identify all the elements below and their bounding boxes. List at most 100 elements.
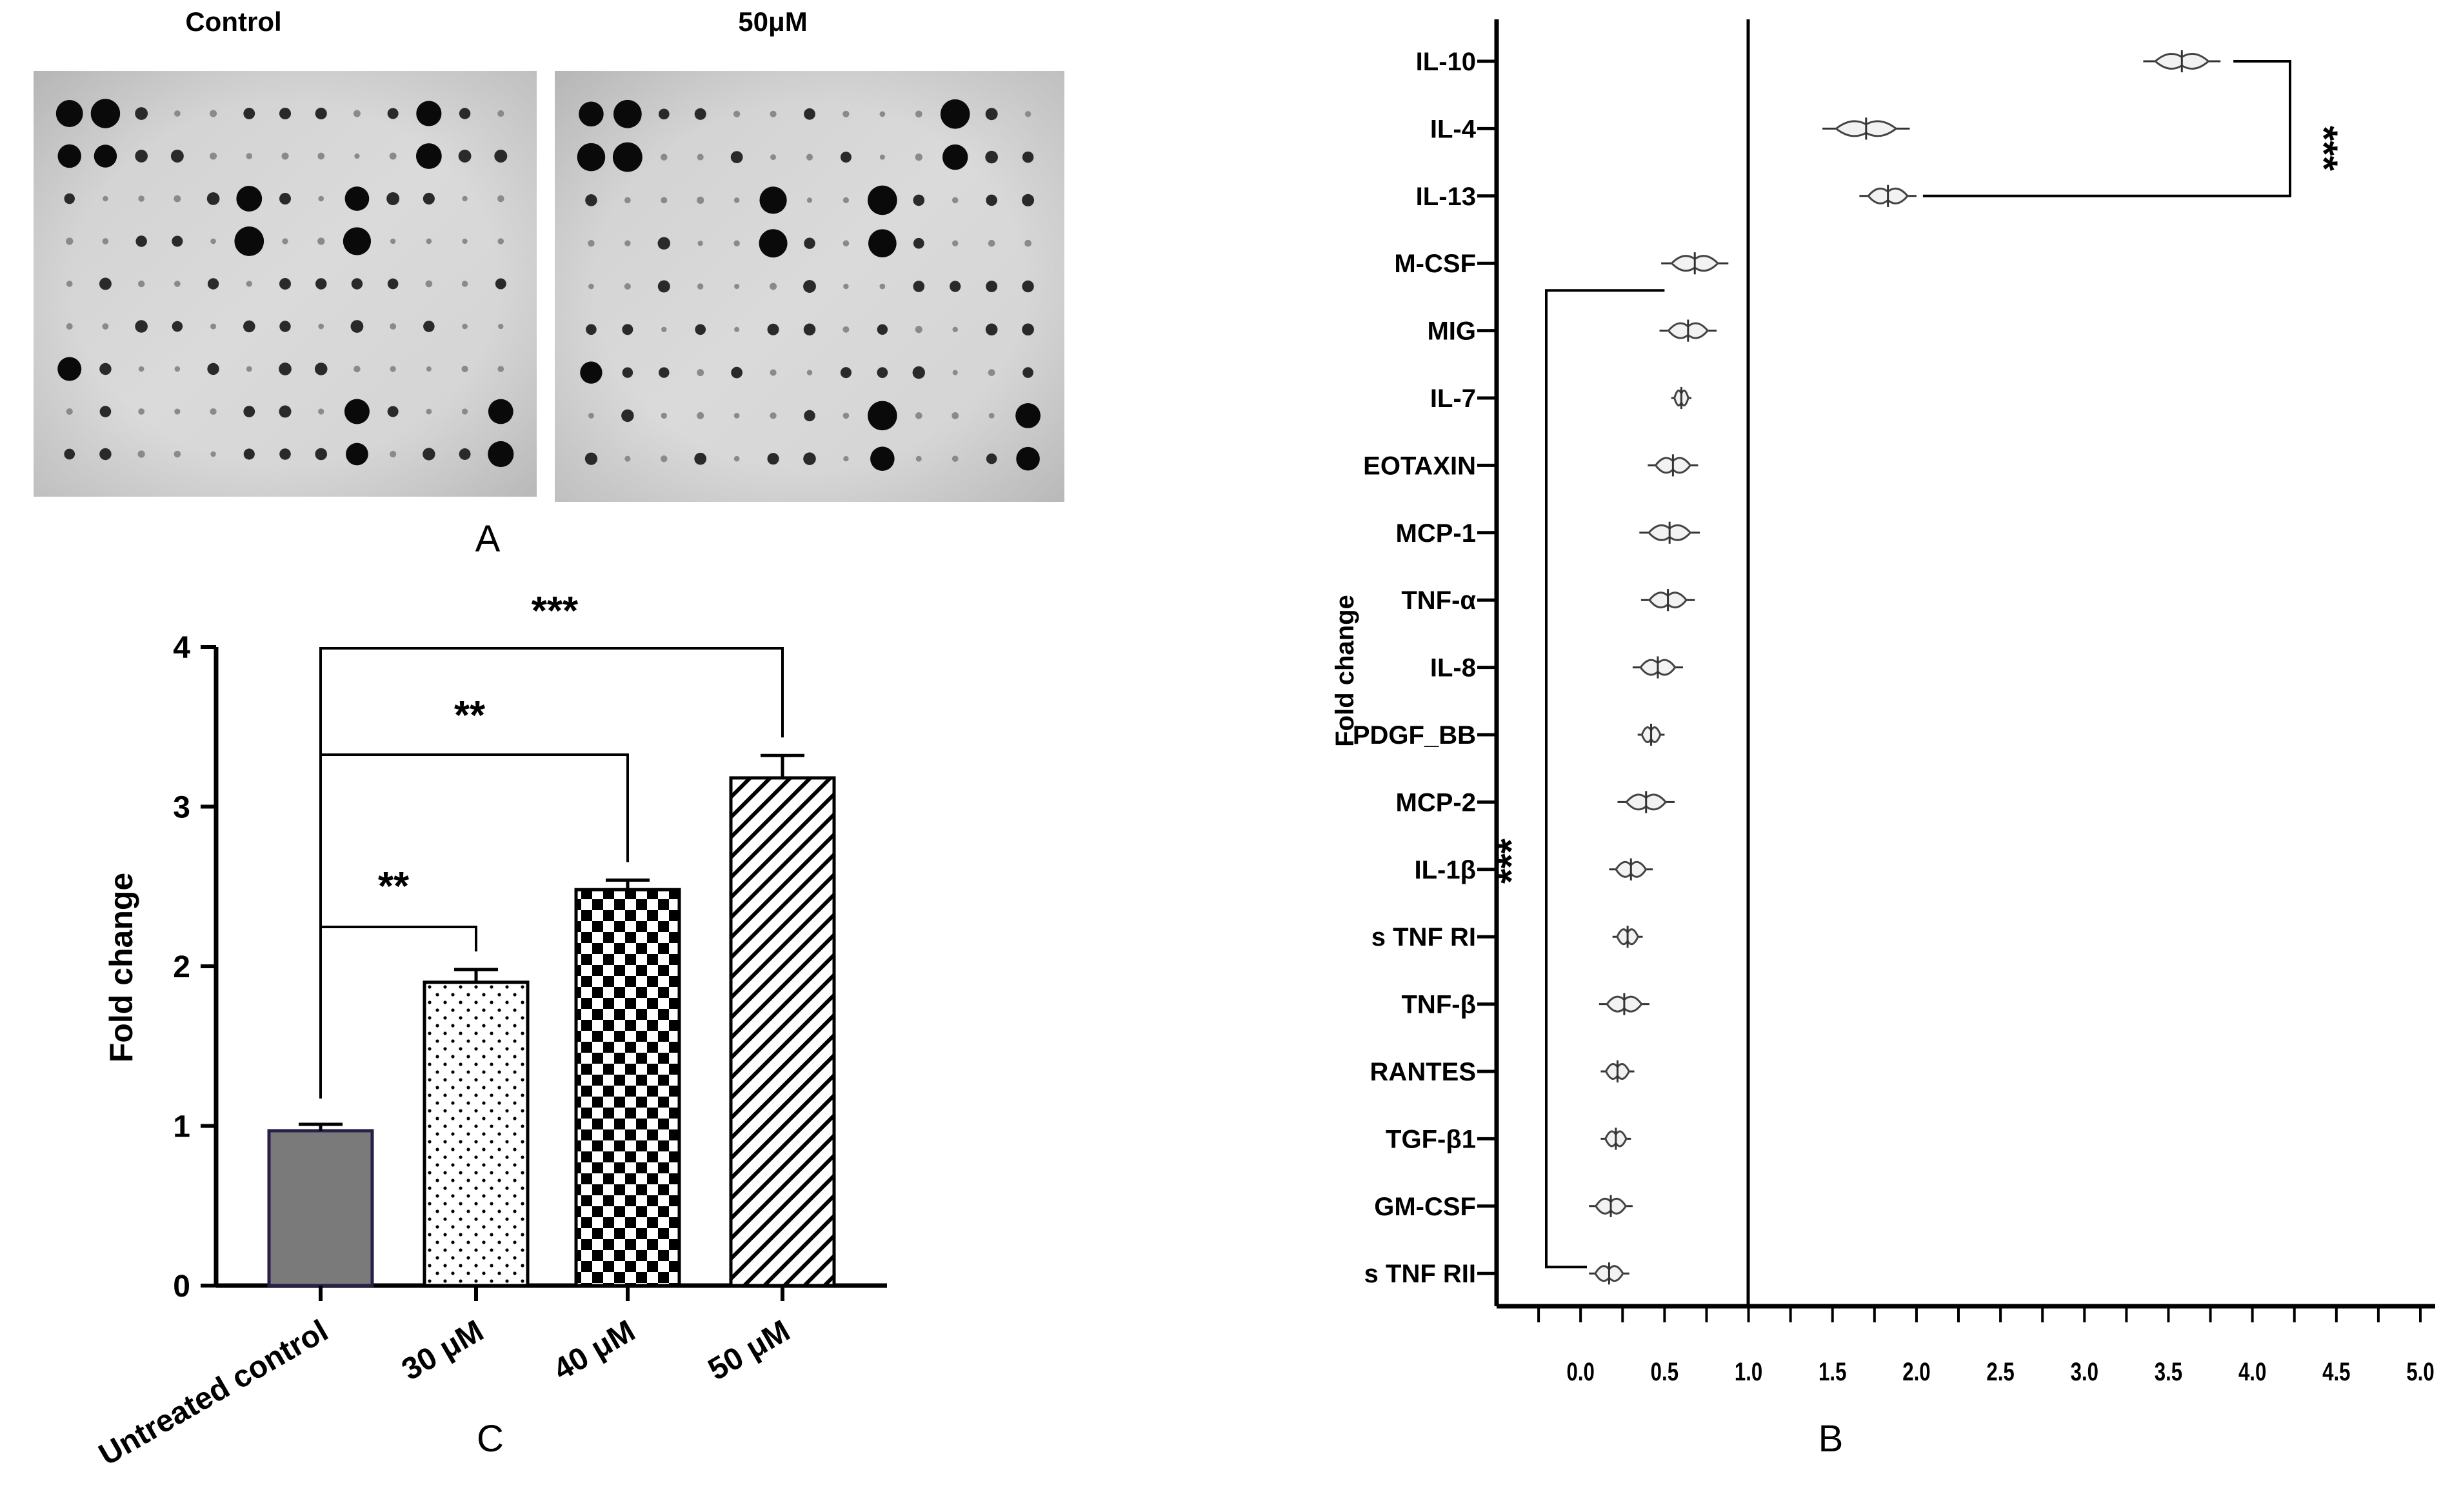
- treated-blot-spot: [661, 412, 667, 419]
- plot-b-category-label: IL-1β: [1414, 856, 1476, 884]
- treated-blot-spot: [1022, 280, 1034, 293]
- control-blot-spot: [318, 408, 324, 415]
- control-blot-spot: [207, 363, 219, 375]
- control-blot-spot: [236, 186, 263, 212]
- treated-blot-spot: [613, 99, 642, 128]
- treated-blot-spot: [697, 369, 704, 377]
- control-blot-spot: [174, 366, 181, 372]
- treated-blot-spot: [770, 412, 777, 419]
- treated-blot-spot: [585, 194, 597, 206]
- significance-label: ***: [532, 589, 579, 633]
- treated-blot-spot: [870, 446, 895, 471]
- control-blot-spot: [64, 193, 75, 204]
- treated-blot-spot: [658, 108, 670, 120]
- plot-b-x-tick-label: 1.5: [1818, 1357, 1846, 1386]
- treated-blot-spot: [733, 110, 741, 117]
- treated-blot-spot: [621, 409, 634, 423]
- control-blot-spot: [210, 110, 217, 117]
- panel-a-blots: Control 50μM A: [34, 6, 1064, 560]
- treated-blot-spot: [661, 197, 668, 204]
- treated-blot-spot: [913, 281, 925, 292]
- treated-blot-spot: [913, 194, 925, 206]
- control-blot-spot: [174, 195, 181, 203]
- control-blot-spot: [390, 450, 397, 458]
- panel-letter-b: B: [1818, 1418, 1844, 1460]
- treated-blot-spot: [612, 142, 643, 172]
- control-blot-spot: [172, 235, 183, 247]
- control-blot-spot: [317, 237, 325, 245]
- control-blot-spot: [387, 406, 399, 417]
- treated-blot-spot: [697, 283, 704, 290]
- control-blot-spot: [99, 448, 112, 461]
- control-blot-spot: [90, 99, 121, 128]
- treated-blot-spot: [624, 197, 631, 204]
- treated-blot-spot: [1022, 323, 1034, 336]
- treated-blot-spot: [767, 453, 779, 465]
- control-blot-spot: [174, 450, 181, 458]
- treated-blot-spot: [879, 154, 885, 160]
- control-blot-spot: [390, 323, 397, 330]
- plot-b-category-label: EOTAXIN: [1363, 452, 1476, 480]
- treated-blot-spot: [840, 152, 852, 163]
- bar-chart-category-label: Untreated control: [94, 1314, 334, 1473]
- treated-blot-spot: [1024, 239, 1031, 247]
- treated-blot-spot: [868, 401, 897, 431]
- treated-blot-spot: [804, 108, 815, 120]
- treated-blot-spot: [803, 452, 816, 465]
- control-blot-spot: [57, 144, 81, 168]
- treated-blot-spot: [952, 370, 958, 375]
- treated-blot-spot: [951, 455, 959, 463]
- treated-blot-spot: [942, 144, 968, 170]
- bar-chart-category-label: 40 μM: [548, 1314, 641, 1388]
- treated-blot-spot: [624, 455, 631, 462]
- control-blot-spot: [462, 323, 468, 330]
- control-blot-spot: [66, 281, 73, 287]
- control-blot-spot: [210, 152, 217, 160]
- bar-chart-category-label: 50 μM: [702, 1314, 795, 1388]
- control-blot-spot: [279, 192, 292, 205]
- control-blot-spot: [462, 195, 468, 202]
- treated-blot-spot: [588, 412, 594, 419]
- plot-b-category-label: TGF-β1: [1386, 1125, 1476, 1153]
- treated-blot-spot: [868, 185, 897, 215]
- bar-chart-y-tick-label: 0: [173, 1269, 190, 1304]
- control-blot-spot: [207, 278, 219, 290]
- plot-b-significance-bracket: [1545, 289, 1665, 1269]
- control-blot-spot: [317, 152, 325, 160]
- control-blot-spot: [389, 152, 397, 160]
- control-blot-spot: [99, 277, 112, 290]
- treated-blot-spot: [659, 367, 670, 378]
- control-blot-spot: [344, 399, 370, 424]
- control-blot-spot: [210, 451, 216, 457]
- control-blot-spot: [94, 144, 117, 168]
- treated-blot-spot: [842, 110, 850, 117]
- control-blot-spot: [137, 280, 145, 288]
- control-blot-spot: [64, 448, 75, 460]
- control-blot-spot: [279, 363, 292, 375]
- treated-blot-spot: [915, 326, 922, 333]
- treated-blot-spot: [580, 361, 603, 384]
- plot-b-category-label: PDGF_BB: [1353, 721, 1476, 750]
- plot-b-significance-bracket: [1922, 60, 2291, 197]
- treated-blot-spot: [842, 326, 850, 333]
- control-blot-spot: [103, 195, 108, 202]
- treated-blot-spot: [985, 323, 998, 336]
- treated-blot-spot: [988, 369, 995, 376]
- plot-b-x-tick-label: 2.5: [1986, 1357, 2014, 1386]
- control-blot-spot: [135, 107, 148, 120]
- plot-b-category-label: IL-4: [1430, 115, 1477, 143]
- control-blot-spot: [344, 186, 370, 211]
- control-blot-spot: [174, 281, 181, 287]
- treated-blot-spot: [584, 452, 598, 465]
- control-blot-spot: [494, 150, 508, 163]
- treated-blot-spot: [915, 455, 922, 462]
- control-blot-spot: [206, 192, 220, 205]
- control-blot-spot: [246, 281, 252, 287]
- control-blot-spot: [458, 150, 472, 163]
- control-blot-spot: [279, 448, 291, 460]
- control-blot-spot: [461, 365, 468, 373]
- bar-chart-y-tick-label: 3: [173, 791, 190, 825]
- plot-b-x-tick-label: 3.0: [2071, 1357, 2098, 1386]
